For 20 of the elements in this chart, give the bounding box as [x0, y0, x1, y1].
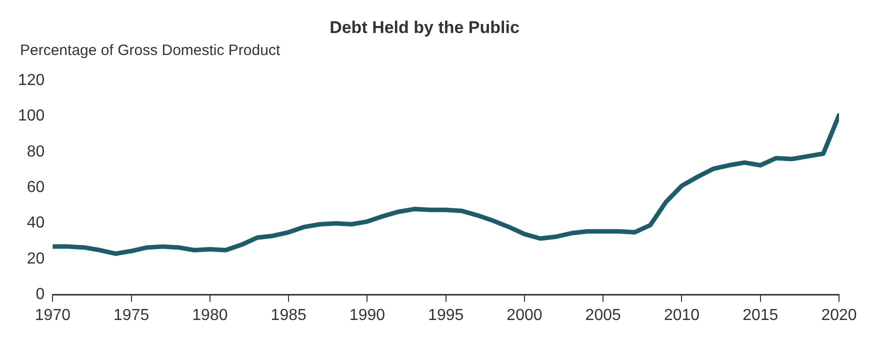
x-tick-label: 1985: [270, 306, 306, 324]
y-tick-label: 120: [18, 72, 45, 89]
y-axis-title: Percentage of Gross Domestic Product: [20, 42, 280, 59]
x-tick-label: 1995: [428, 306, 464, 324]
y-tick-label: 40: [26, 214, 45, 232]
y-tick-label: 60: [26, 179, 45, 196]
x-tick-label: 1970: [34, 306, 71, 324]
y-tick-label: 100: [18, 108, 45, 125]
x-tick-label: 1980: [192, 306, 228, 324]
x-tick-label: 2015: [742, 306, 778, 324]
y-tick-label: 80: [26, 143, 45, 160]
x-tick-label: 2020: [821, 306, 857, 324]
x-tick-label: 2000: [506, 306, 542, 324]
x-tick-label: 1975: [114, 306, 150, 324]
chart-title: Debt Held by the Public: [330, 18, 520, 37]
x-tick-label: 1990: [349, 306, 386, 324]
x-tick-label: 2005: [585, 306, 622, 324]
y-tick-label: 20: [26, 250, 45, 268]
x-tick-label: 2010: [664, 306, 700, 324]
y-tick-label: 0: [36, 286, 45, 304]
